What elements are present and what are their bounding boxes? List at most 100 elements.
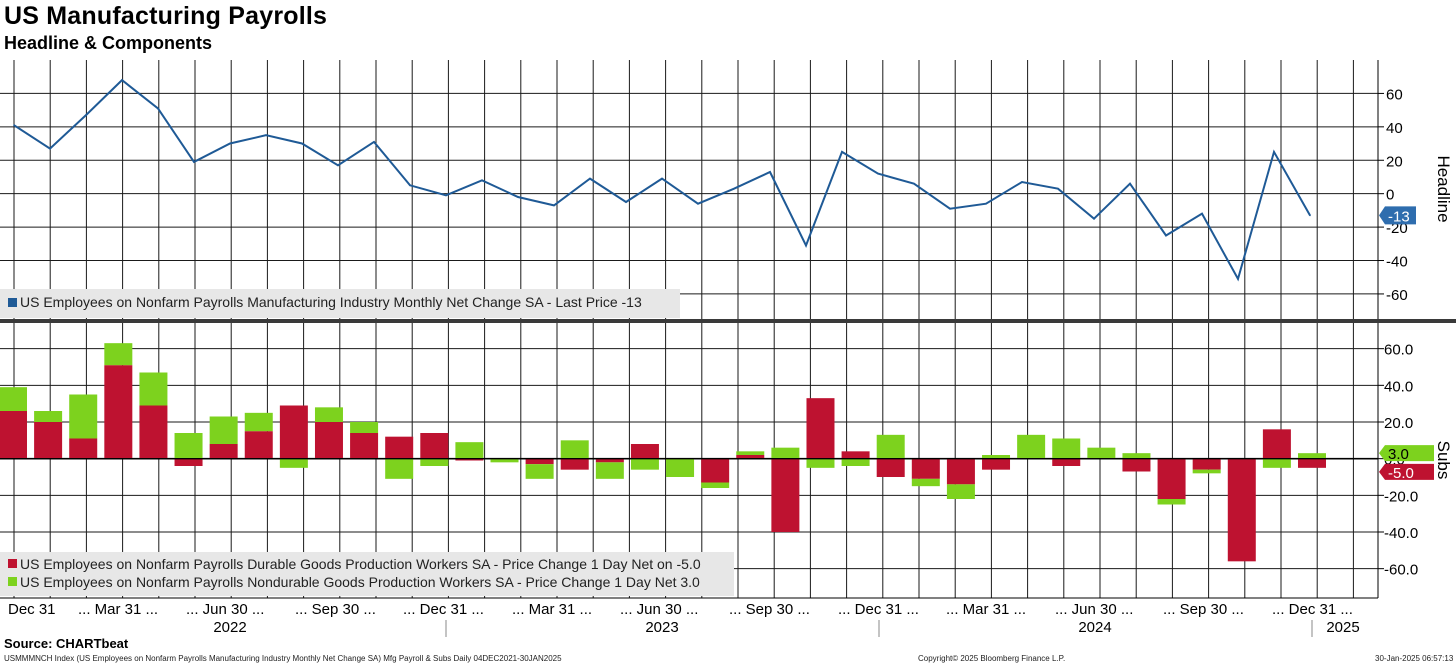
nondurable-bar bbox=[455, 442, 484, 459]
durable-bar bbox=[385, 436, 414, 459]
source-note: Source: CHARTbeat bbox=[4, 636, 129, 651]
durable-bar bbox=[350, 433, 379, 459]
headline-data-point bbox=[337, 164, 339, 167]
axis-title-subs: Subs bbox=[1434, 441, 1453, 480]
headline-data-point bbox=[49, 147, 51, 150]
headline-data-point bbox=[949, 207, 951, 210]
legend-swatch-headline bbox=[8, 298, 17, 307]
headline-data-point bbox=[301, 142, 303, 145]
timestamp: 30-Jan-2025 06:57:13 bbox=[1375, 654, 1454, 663]
durable-bar bbox=[595, 458, 624, 463]
nondurable-bar bbox=[420, 458, 449, 466]
headline-data-point bbox=[373, 141, 375, 143]
headline-data-point bbox=[913, 182, 915, 185]
copyright-note: Copyright© 2025 Bloomberg Finance L.P. bbox=[918, 654, 1066, 663]
y-tick-label-bottom: -60.0 bbox=[1384, 562, 1418, 579]
legend-text-durable: US Employees on Nonfarm Payrolls Durable… bbox=[20, 556, 701, 572]
x-year-label: 2022 bbox=[213, 619, 246, 636]
x-tick-label: ... Sep 30 ... bbox=[295, 601, 376, 618]
legend-swatch-nondurable bbox=[8, 577, 17, 586]
nondurable-bar bbox=[1052, 438, 1081, 459]
nondurable-bar bbox=[1157, 499, 1186, 505]
y-tick-label-bottom: 40.0 bbox=[1384, 378, 1413, 395]
headline-data-point bbox=[481, 179, 483, 182]
durable-bar bbox=[420, 433, 449, 459]
headline-data-point bbox=[409, 184, 411, 187]
legend-box-subs bbox=[0, 552, 734, 596]
nondurable-bar bbox=[69, 394, 98, 439]
headline-data-point bbox=[121, 79, 123, 81]
nondurable-bar bbox=[525, 464, 554, 479]
x-tick-label: ... Dec 31 ... bbox=[403, 601, 484, 618]
chart-title: US Manufacturing Payrolls bbox=[4, 2, 328, 30]
x-tick-label: ... Mar 31 ... bbox=[946, 601, 1026, 618]
durable-bar bbox=[314, 422, 343, 459]
last-value-text-headline: -13 bbox=[1388, 208, 1410, 225]
x-tick-label: ... Dec 31 ... bbox=[838, 601, 919, 618]
y-tick-label-top: 20 bbox=[1386, 153, 1403, 170]
durable-bar bbox=[630, 444, 659, 459]
x-tick-label: ... Jun 30 ... bbox=[186, 601, 264, 618]
headline-data-point bbox=[805, 244, 807, 247]
x-tick-label: ... Mar 31 ... bbox=[78, 601, 158, 618]
nondurable-bar bbox=[174, 433, 203, 459]
headline-data-point bbox=[733, 187, 735, 190]
nondurable-bar bbox=[876, 434, 905, 459]
headline-data-point bbox=[265, 134, 267, 136]
x-year-label: 2023 bbox=[645, 619, 678, 636]
durable-bar bbox=[806, 398, 835, 459]
durable-bar bbox=[1227, 458, 1256, 562]
durable-bar bbox=[1122, 458, 1151, 472]
headline-data-point bbox=[841, 151, 843, 153]
durable-bar bbox=[455, 458, 484, 461]
headline-data-point bbox=[1021, 181, 1023, 183]
durable-bar bbox=[911, 458, 940, 479]
durable-bar bbox=[736, 455, 765, 459]
x-tick-label: ... Jun 30 ... bbox=[620, 601, 698, 618]
nondurable-bar bbox=[1298, 453, 1326, 459]
y-tick-label-bottom: -20.0 bbox=[1384, 488, 1418, 505]
durable-bar bbox=[701, 458, 730, 483]
headline-data-point bbox=[229, 142, 231, 145]
index-description: USMMMNCH Index (US Employees on Nonfarm … bbox=[4, 654, 562, 663]
headline-data-point bbox=[985, 202, 987, 205]
nondurable-bar bbox=[911, 478, 940, 487]
headline-data-point bbox=[445, 194, 447, 197]
nondurable-bar bbox=[982, 455, 1011, 459]
headline-data-point bbox=[625, 201, 627, 203]
durable-bar bbox=[1298, 458, 1326, 468]
x-tick-label: Dec 31 bbox=[8, 601, 56, 618]
nondurable-bar bbox=[350, 422, 379, 433]
nondurable-bar bbox=[806, 458, 835, 468]
nondurable-bar bbox=[841, 458, 870, 466]
x-tick-label: ... Dec 31 ... bbox=[1272, 601, 1353, 618]
nondurable-bar bbox=[34, 411, 63, 422]
nondurable-bar bbox=[385, 458, 414, 479]
durable-bar bbox=[1262, 429, 1291, 459]
nondurable-bar bbox=[1017, 434, 1046, 459]
headline-series-line bbox=[13, 78, 1311, 282]
durable-bar bbox=[560, 458, 589, 470]
nondurable-bar bbox=[244, 412, 273, 432]
nondurable-bar bbox=[595, 462, 624, 479]
headline-data-point bbox=[1237, 278, 1239, 280]
headline-data-point bbox=[1093, 217, 1095, 220]
headline-data-point bbox=[193, 161, 195, 163]
headline-data-point bbox=[517, 196, 519, 198]
legend-text-headline: US Employees on Nonfarm Payrolls Manufac… bbox=[20, 294, 642, 310]
last-value-tag-headline bbox=[1379, 206, 1416, 225]
legend-swatch-durable bbox=[8, 559, 17, 568]
grid-lines bbox=[13, 60, 1354, 598]
nondurable-bar bbox=[490, 458, 519, 463]
headline-data-point bbox=[1201, 212, 1203, 215]
nondurable-bar bbox=[1192, 469, 1221, 474]
durable-bar bbox=[1157, 458, 1186, 499]
durable-bar bbox=[139, 405, 168, 459]
headline-data-point bbox=[1129, 182, 1131, 185]
legend-box-headline bbox=[0, 289, 680, 318]
durable-bar bbox=[69, 438, 98, 459]
headline-data-point bbox=[589, 177, 591, 180]
durable-bar bbox=[841, 451, 870, 459]
headline-data-point bbox=[877, 172, 879, 175]
